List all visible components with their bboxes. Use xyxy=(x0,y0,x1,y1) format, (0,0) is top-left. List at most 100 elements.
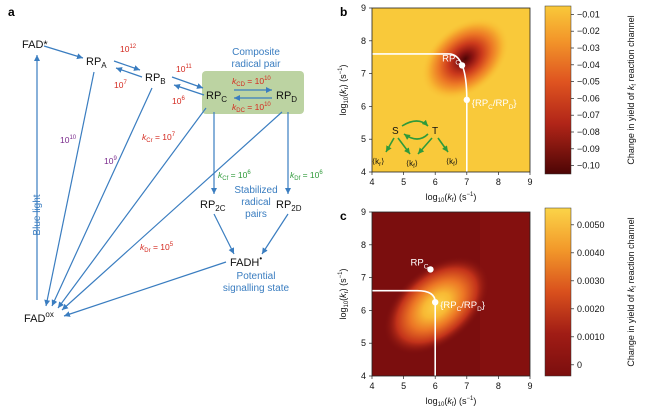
composite-label-2: radical pair xyxy=(232,59,282,70)
arrow-rpb-to-rpc xyxy=(171,76,204,89)
colorbar-c-ticks: 0.0050 0.0040 0.0030 0.0020 0.0010 0 xyxy=(571,220,605,370)
plot-c-field xyxy=(372,212,530,376)
colorbar-tick-label: 0.0050 xyxy=(577,220,605,230)
colorbar-tick-label: −0.10 xyxy=(577,161,600,171)
arrow-fad-to-rpa xyxy=(43,45,84,60)
inset-kr-left: ⟨kr⟩ xyxy=(372,157,384,168)
rate-kcf: kCf = 106 xyxy=(218,170,251,182)
arrow-rpc-to-fadox xyxy=(57,107,207,309)
panel-c-label: c xyxy=(340,209,347,223)
rate-kdr: kDr = 105 xyxy=(140,242,174,254)
colorbar-c-label: Change in yield of kf reaction channel xyxy=(626,217,638,366)
x-tick-label: 9 xyxy=(527,177,532,187)
inset-arrow-s-kr xyxy=(385,137,395,153)
inset-arrow-t-kf xyxy=(437,137,449,153)
point-marker xyxy=(458,62,466,69)
node-rpc: RPC xyxy=(206,90,227,104)
y-tick-label: 7 xyxy=(361,273,366,283)
inset-arrow-t-s xyxy=(403,133,429,140)
inset-st-diagram: S T ⟨kr⟩ ⟨kf⟩ ⟨kf⟩ xyxy=(372,119,458,170)
y-tick-label: 6 xyxy=(361,305,366,315)
y-tick-label: 9 xyxy=(361,207,366,217)
inset-arrow-t-kr xyxy=(417,137,433,155)
rate-kdc: kDC = 1010 xyxy=(232,102,271,114)
arrow-rpd-to-fadox xyxy=(61,111,283,311)
arrow-rpa-to-fadox xyxy=(44,71,95,307)
plot-c-ylabel: log10(kr) (s−1) xyxy=(338,268,350,319)
colorbar-tick-label: 0.0010 xyxy=(577,332,605,342)
colorbar-tick-label: 0.0030 xyxy=(577,276,605,286)
node-rpb: RPB xyxy=(145,72,166,86)
colorbar-tick-label: −0.01 xyxy=(577,9,600,19)
stabilized-label-2: radical xyxy=(241,197,270,208)
point-label-rpc-rpd: {RPC/RPD} xyxy=(440,300,485,313)
plot-b-ylabel: log10(kr) (s−1) xyxy=(338,64,350,115)
y-tick-label: 4 xyxy=(361,371,366,381)
arrow-rpb-to-fadox xyxy=(51,87,153,307)
panel-a-label: a xyxy=(8,5,15,19)
inset-s: S xyxy=(392,126,399,137)
colorbar-tick-label: −0.08 xyxy=(577,127,600,137)
node-rp2c: RP2C xyxy=(200,199,226,213)
point-marker xyxy=(427,266,434,273)
colorbar-tick-label: −0.03 xyxy=(577,43,600,53)
plot-c-frame xyxy=(371,211,531,377)
plot-c-ticks: 4 5 6 7 8 9 4 5 6 7 8 9 xyxy=(361,207,533,391)
plot-c-xlabel: log10(kf) (s−1) xyxy=(426,396,477,408)
y-tick-label: 8 xyxy=(361,240,366,250)
colorbar-c xyxy=(544,207,572,377)
node-rpd: RPD xyxy=(276,90,297,104)
arrow-rpa-to-rpb xyxy=(113,60,141,71)
arrow-rp2c-to-fadh xyxy=(213,213,235,255)
point-marker xyxy=(463,96,470,104)
x-tick-label: 5 xyxy=(401,177,406,187)
x-tick-label: 6 xyxy=(433,381,438,391)
rate-kcr: kCr = 107 xyxy=(142,132,176,144)
colorbar-b-ticks: −0.01 −0.02 −0.03 −0.04 −0.05 −0.06 −0.07 −0.08… xyxy=(571,9,600,171)
plot-b-ticks: 4 5 6 7 8 9 4 5 6 7 8 9 xyxy=(361,3,533,187)
arrow-rpc-to-rpb xyxy=(173,84,205,96)
stabilized-label-1: Stabilized xyxy=(234,185,277,196)
y-tick-label: 8 xyxy=(361,36,366,46)
node-fad-star: FAD* xyxy=(22,39,48,51)
colorbar-tick-label: 0.0040 xyxy=(577,248,605,258)
node-fadh: FADH• xyxy=(230,254,262,269)
colorbar-b xyxy=(544,5,572,175)
arrow-fadh-to-fadox xyxy=(63,261,227,317)
point-marker xyxy=(432,299,439,306)
y-tick-label: 6 xyxy=(361,101,366,111)
panel-c: c 4 5 6 7 8 9 4 5 6 7 8 9 RPC {RPC/RPD} log10(kf) (s… xyxy=(338,207,605,408)
panel-b: b 4 5 6 7 8 9 4 5 6 7 8 9 RPC {RPC/RPD} S T ⟨kr⟩ ⟨kf… xyxy=(338,3,600,204)
x-tick-label: 7 xyxy=(464,177,469,187)
arrow-rpb-to-rpa xyxy=(115,67,143,78)
inset-arrow-s-t xyxy=(401,119,429,127)
colorbar-tick-label: −0.06 xyxy=(577,93,600,103)
colorbar-tick-label: 0.0020 xyxy=(577,304,605,314)
composite-box xyxy=(202,71,304,114)
stabilized-label-3: pairs xyxy=(245,209,267,220)
inset-t: T xyxy=(432,126,438,137)
colorbar-tick-label: −0.04 xyxy=(577,60,600,70)
plot-b-xlabel: log10(kf) (s−1) xyxy=(426,192,477,204)
y-tick-label: 5 xyxy=(361,134,366,144)
colorbar-b-label: Change in yield of kf reaction channel xyxy=(626,15,638,164)
potential-label-1: Potential xyxy=(237,271,276,282)
plot-c-peak xyxy=(383,256,491,355)
node-rp2d: RP2D xyxy=(276,199,302,213)
y-tick-label: 4 xyxy=(361,167,366,177)
rate-c-b: 106 xyxy=(172,96,185,106)
x-tick-label: 8 xyxy=(496,381,501,391)
inset-kf-right: ⟨kf⟩ xyxy=(446,157,458,168)
node-rpa: RPA xyxy=(86,56,107,70)
colorbar-tick-label: 0 xyxy=(577,360,582,370)
rate-b-a: 107 xyxy=(114,80,127,90)
x-tick-label: 4 xyxy=(369,381,374,391)
point-label-rpc: RPC xyxy=(442,53,460,66)
x-tick-label: 7 xyxy=(464,381,469,391)
inset-kf-left: ⟨kf⟩ xyxy=(406,159,418,170)
x-tick-label: 9 xyxy=(527,381,532,391)
composite-label-1: Composite xyxy=(232,47,280,58)
arrows xyxy=(34,45,291,317)
plot-c-points: RPC {RPC/RPD} xyxy=(411,257,485,313)
